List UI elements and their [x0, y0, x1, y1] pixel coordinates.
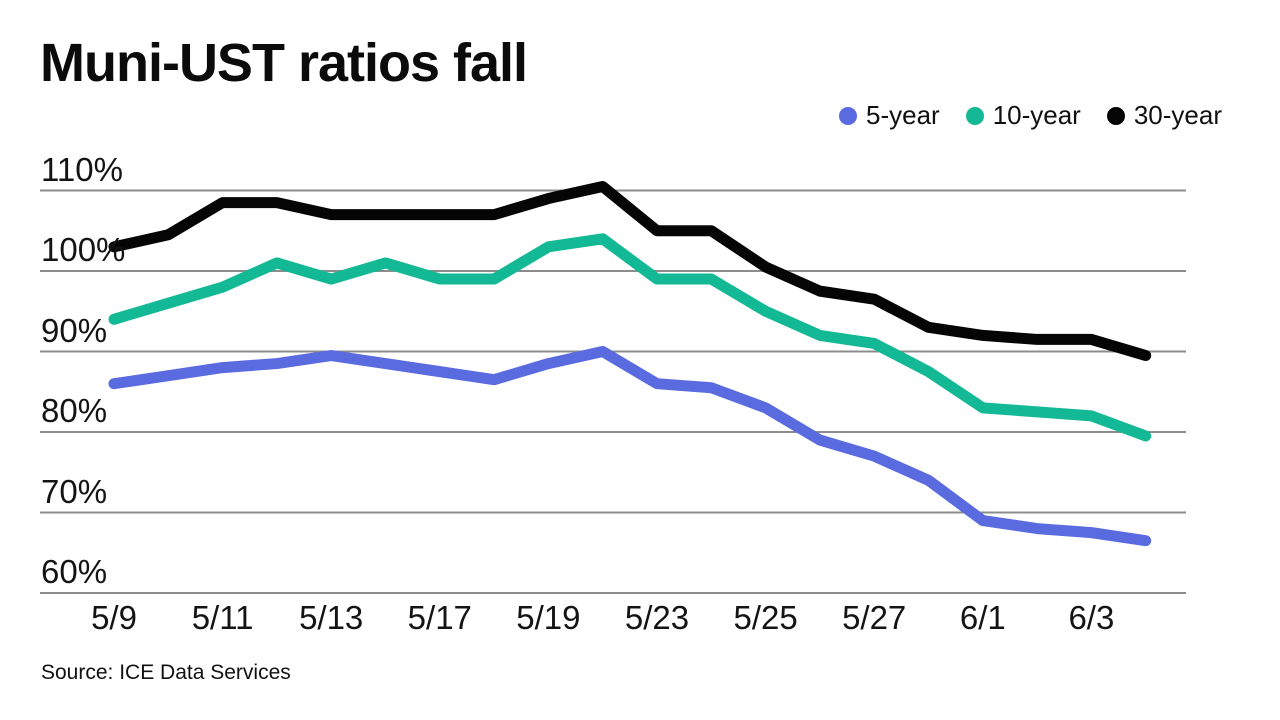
chart-title: Muni-UST ratios fall: [40, 33, 528, 93]
legend-label-10-year: 10-year: [992, 100, 1081, 130]
x-tick-label: 6/3: [1068, 599, 1115, 636]
x-tick-label: 6/1: [959, 599, 1006, 636]
legend-item-10-year: 10-year: [965, 100, 1081, 131]
series-line-5-year: [108, 346, 1152, 547]
source-note: Source: ICE Data Services: [41, 661, 291, 684]
x-tick-label: 5/11: [191, 599, 254, 636]
series-line-30-year: [108, 180, 1152, 362]
x-tick-label: 5/19: [516, 599, 581, 636]
legend-dot-10-year-icon: [965, 106, 984, 125]
legend: 5-year 10-year 30-year: [838, 100, 1222, 131]
legend-dot-5-year-icon: [838, 106, 857, 125]
y-tick-label: 100%: [41, 231, 126, 268]
y-tick-label: 70%: [41, 472, 108, 510]
x-tick-label: 5/17: [407, 599, 472, 636]
x-tick-label: 5/23: [624, 599, 690, 636]
legend-label-5-year: 5-year: [865, 100, 940, 130]
series-line-10-year: [108, 233, 1152, 442]
legend-dot-30-year-icon: [1106, 106, 1125, 125]
x-tick-label: 5/25: [733, 599, 798, 636]
legend-item-30-year: 30-year: [1106, 100, 1222, 131]
y-tick-label: 60%: [41, 553, 108, 590]
x-tick-label: 5/27: [842, 599, 907, 636]
y-tick-label: 110%: [41, 150, 123, 188]
legend-item-5-year: 5-year: [838, 100, 940, 131]
y-tick-label: 90%: [41, 311, 108, 349]
x-tick-label: 5/13: [299, 599, 364, 636]
legend-label-30-year: 30-year: [1133, 100, 1222, 130]
y-tick-label: 80%: [41, 392, 108, 429]
x-tick-label: 5/9: [91, 599, 137, 636]
